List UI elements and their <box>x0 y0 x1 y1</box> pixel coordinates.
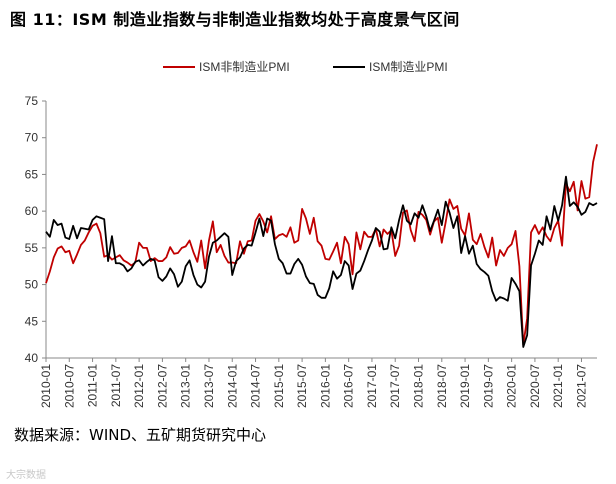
series-line-manufacturing-pmi <box>45 175 598 348</box>
x-tick-label: 2010-01 <box>39 364 53 408</box>
x-tick-label: 2011-01 <box>86 364 100 407</box>
x-tick-label: 2016-07 <box>342 364 356 408</box>
series-line-non-manufacturing-pmi <box>45 144 598 346</box>
y-tick-label: 55 <box>25 241 39 255</box>
x-tick-label: 2017-07 <box>388 364 402 408</box>
x-tick-label: 2010-07 <box>62 364 76 408</box>
chart-legend: ISM非制造业PMI ISM制造业PMI <box>163 60 448 74</box>
x-tick-label: 2012-07 <box>155 364 169 408</box>
x-tick-label: 2019-01 <box>458 364 472 408</box>
x-tick-label: 2013-07 <box>202 364 216 408</box>
legend-item-manufacturing-label: ISM制造业PMI <box>369 60 448 74</box>
x-tick-label: 2015-07 <box>295 364 309 408</box>
x-tick-label: 2018-07 <box>435 364 449 408</box>
watermark: 大宗数据 <box>6 470 46 481</box>
x-tick-label: 2020-01 <box>505 364 519 408</box>
x-tick-label: 2014-07 <box>249 364 263 408</box>
x-tick-label: 2015-01 <box>272 364 286 408</box>
y-tick-label: 50 <box>25 278 39 292</box>
x-tick-label: 2012-01 <box>132 364 146 408</box>
x-tick-label: 2021-01 <box>551 364 565 408</box>
x-tick-label: 2021-07 <box>574 364 588 408</box>
legend-item-non-manufacturing-label: ISM非制造业PMI <box>199 60 290 74</box>
data-source-note: 数据来源：WIND、五矿期货研究中心 <box>14 426 267 444</box>
y-tick-label: 40 <box>25 351 39 365</box>
x-tick-label: 2011-07 <box>109 364 123 407</box>
x-tick-label: 2017-01 <box>365 364 379 408</box>
x-tick-label: 2019-07 <box>481 364 495 408</box>
x-tick-label: 2016-01 <box>318 364 332 408</box>
chart-title: 图 11：ISM 制造业指数与非制造业指数均处于高度景气区间 <box>10 10 460 29</box>
y-tick-label: 45 <box>25 314 39 328</box>
x-tick-label: 2014-01 <box>225 364 239 408</box>
x-tick-label: 2018-01 <box>412 364 426 408</box>
x-tick-label: 2020-07 <box>528 364 542 408</box>
y-tick-label: 65 <box>25 167 39 181</box>
y-tick-label: 70 <box>25 131 39 145</box>
y-tick-label: 75 <box>25 94 39 108</box>
y-tick-label: 60 <box>25 204 39 218</box>
x-tick-label: 2013-01 <box>179 364 193 408</box>
